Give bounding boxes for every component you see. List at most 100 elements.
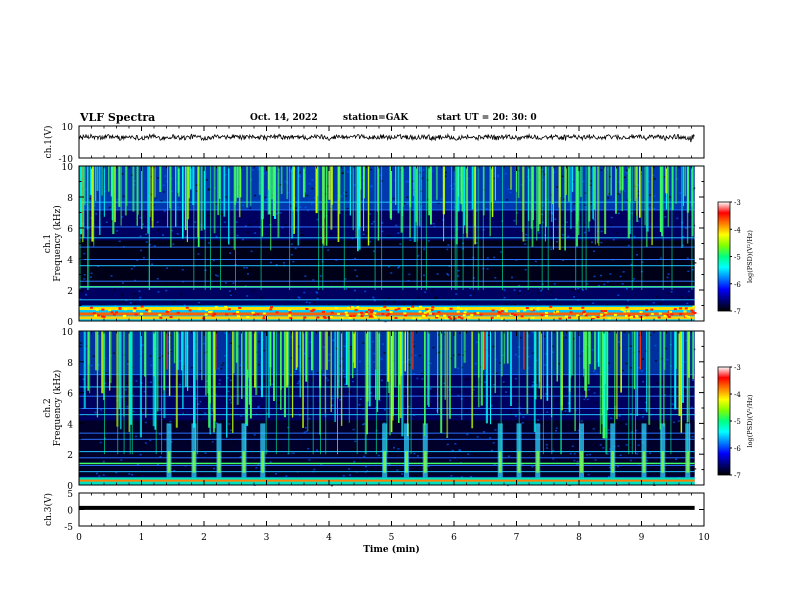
ch2-speckle (574, 450, 576, 452)
ch1-sferic (442, 166, 445, 215)
ch2-speckle (266, 449, 269, 452)
ch1-speckle (372, 296, 375, 299)
ch1-speckle (587, 300, 590, 303)
ch2-sferic (375, 331, 377, 370)
ch1-strong-speckle (569, 311, 573, 314)
ch1-sferic (358, 166, 361, 228)
ch2-sferic (154, 331, 157, 430)
ch1-strong-speckle (429, 312, 432, 315)
ch1-strong-speckle (453, 317, 457, 320)
ch1-strong-speckle (568, 307, 572, 310)
ch2-speckle (594, 459, 597, 461)
ch2-speckle (359, 406, 362, 409)
ch2-speckle (644, 401, 647, 404)
ch1-speckle (494, 277, 497, 279)
ch1-strong-speckle (329, 316, 333, 318)
ch2-speckle (418, 435, 421, 438)
ch1-speckle (684, 227, 687, 229)
ch2-sferic (184, 331, 187, 387)
ch2-speckle (99, 441, 102, 444)
ch1-sferic (615, 166, 617, 214)
ch2-speckle (240, 415, 243, 417)
ch2-sferic (232, 331, 234, 433)
ch2-speckle (658, 424, 661, 426)
ch1-sferic (90, 166, 92, 195)
ch1-speckle (224, 174, 227, 176)
ch2-speckle (395, 468, 398, 470)
ch1-sferic (415, 166, 417, 223)
ch2-speckle (366, 470, 369, 472)
ch1-speckle (582, 180, 585, 183)
ch1-strong-speckle (256, 313, 260, 316)
ch1-speckle (667, 292, 670, 294)
ch2-speckle (307, 447, 310, 450)
ch2-sferic (345, 331, 348, 385)
ch1-speckle (185, 236, 188, 238)
ch1-speckle (223, 221, 226, 223)
ch2-speckle (521, 422, 524, 424)
ch1-speckle (254, 232, 257, 234)
ch2-speckle (408, 379, 411, 381)
ch1-speckle (621, 260, 624, 263)
ch1-strong-speckle (360, 311, 363, 314)
ch2-sferic (428, 331, 430, 407)
ch1-speckle (444, 249, 447, 251)
ch2-speckle (169, 349, 172, 352)
ch1-sferic (149, 166, 151, 217)
ch1-strong-speckle (423, 311, 427, 314)
ch2-speckle (342, 454, 345, 457)
ch1-speckle (653, 178, 656, 180)
ch2-sferic (568, 331, 571, 413)
ch1-speckle (656, 295, 659, 298)
ch1-speckle (430, 304, 432, 306)
ch1-speckle (489, 279, 492, 282)
ch1-speckle (444, 175, 447, 177)
ch1-speckle (170, 190, 173, 193)
ch1-sferic (220, 166, 221, 290)
ch1-strong-speckle (639, 316, 643, 318)
ch1-speckle (212, 255, 215, 257)
ch1-speckle (578, 216, 581, 218)
ch1-speckle (687, 270, 690, 273)
ch2-speckle (416, 455, 419, 457)
ch2-sferic (687, 331, 690, 378)
ch2-speckle (150, 364, 153, 367)
ch1-strong-speckle (545, 315, 549, 317)
ch2-speckle (349, 348, 352, 350)
ch2-speckle (490, 404, 493, 407)
ch1-speckle (517, 292, 520, 295)
ch2-speckle (303, 352, 305, 355)
ch1-strong-speckle (457, 316, 461, 319)
ch2-sferic (128, 331, 130, 432)
ch2-speckle (323, 434, 326, 436)
ch2-sferic (187, 331, 189, 391)
ch2-sferic (571, 331, 573, 376)
ch1-sferic (189, 166, 192, 190)
ch1-strong-speckle (412, 317, 416, 320)
ch2-speckle (583, 398, 586, 401)
ch2-speckle (328, 353, 331, 356)
ch1-speckle (611, 266, 614, 268)
ch1-sferic (472, 166, 474, 290)
ch2-sferic (193, 331, 196, 428)
ch2-speckle (379, 433, 382, 436)
ch2-speckle (593, 392, 596, 394)
ch2-speckle (105, 372, 108, 374)
ch1-sferic (389, 166, 392, 212)
ch2-speckle (285, 475, 288, 477)
ch1-strong-speckle (456, 306, 460, 309)
ch2-speckle (450, 475, 453, 477)
ch2-sferic (353, 331, 356, 369)
ch1-speckle (668, 196, 671, 198)
ch1-sferic (462, 166, 464, 290)
ch1-speckle (691, 269, 694, 271)
ch1-speckle (607, 197, 610, 199)
ch3-ytick-label: -5 (64, 523, 73, 533)
ch1-strong-speckle (500, 307, 504, 310)
ch2-burst (536, 451, 540, 473)
ch2-speckle (227, 390, 230, 393)
ch2-sferic (490, 331, 492, 425)
ch2-sferic (482, 331, 485, 371)
ch2-speckle (239, 364, 242, 366)
ch2-speckle (546, 422, 549, 424)
